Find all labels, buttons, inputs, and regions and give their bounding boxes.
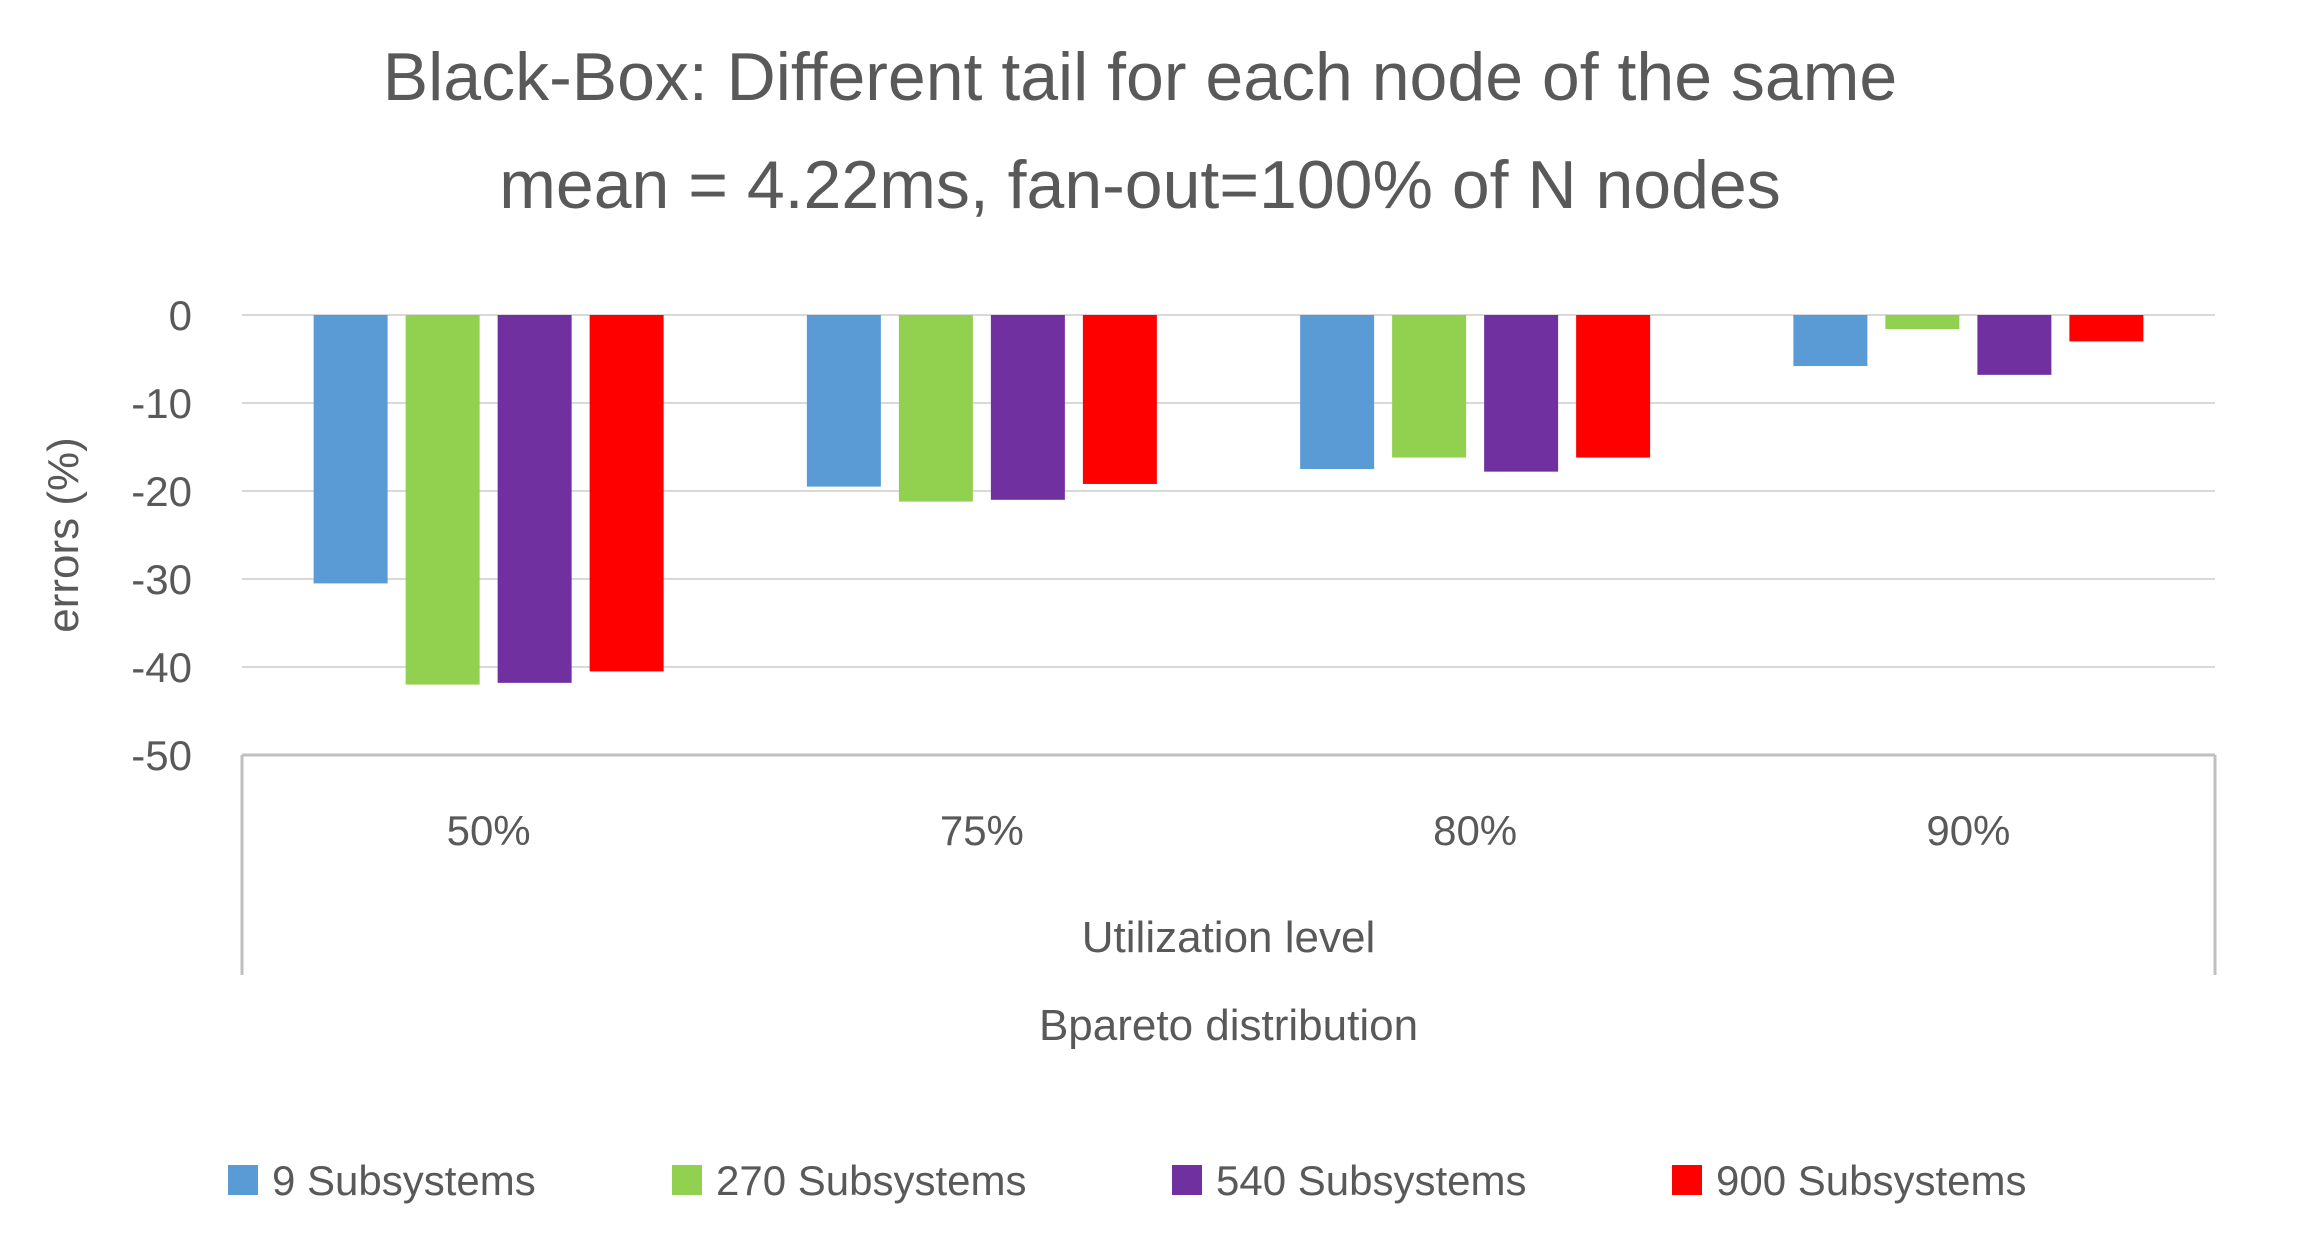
x-category-label: 50%: [447, 807, 531, 854]
y-tick-label: -20: [131, 468, 192, 515]
bars: [313, 315, 2144, 685]
bar-9-subsystems-3: [1793, 315, 1868, 367]
y-tick-label: -40: [131, 644, 192, 691]
bar-9-subsystems-2: [1300, 315, 1375, 469]
bar-270-subsystems-0: [405, 315, 480, 685]
legend-swatch: [672, 1165, 702, 1195]
legend-label: 540 Subsystems: [1216, 1157, 1527, 1204]
legend-label: 270 Subsystems: [716, 1157, 1027, 1204]
title-line-1: Black-Box: Different tail for each node …: [383, 39, 1897, 115]
bar-900-subsystems-2: [1576, 315, 1651, 458]
bar-540-subsystems-0: [497, 315, 572, 683]
legend-swatch: [228, 1165, 258, 1195]
bar-9-subsystems-1: [806, 315, 881, 487]
y-tick-label: 0: [169, 292, 192, 339]
x-category-label: 80%: [1433, 807, 1517, 854]
title-line-2: mean = 4.22ms, fan-out=100% of N nodes: [499, 147, 1780, 223]
legend-label: 900 Subsystems: [1716, 1157, 2027, 1204]
y-tick-label: -10: [131, 380, 192, 427]
x-category-label: 75%: [940, 807, 1024, 854]
chart-title: Black-Box: Different tail for each node …: [383, 39, 1897, 223]
bar-900-subsystems-1: [1082, 315, 1157, 484]
y-tick-label: -50: [131, 732, 192, 779]
bar-270-subsystems-3: [1885, 315, 1960, 330]
y-axis-ticks: 0 -10 -20 -30 -40 -50 errors (%): [39, 292, 192, 779]
legend-swatch: [1172, 1165, 1202, 1195]
legend-swatch: [1672, 1165, 1702, 1195]
bar-9-subsystems-0: [313, 315, 388, 584]
bar-900-subsystems-3: [2069, 315, 2144, 342]
x-category-label: 90%: [1926, 807, 2010, 854]
bar-540-subsystems-3: [1977, 315, 2052, 375]
x-axis: 50% 75% 80% 90% Utilization level Bpareto dis…: [240, 755, 2217, 1050]
x-axis-group-title: Bpareto distribution: [1039, 1001, 1418, 1050]
bar-540-subsystems-2: [1484, 315, 1559, 472]
x-axis-title: Utilization level: [1082, 913, 1375, 962]
bar-900-subsystems-0: [589, 315, 664, 672]
legend: 9 Subsystems 270 Subsystems 540 Subsystems…: [228, 1157, 2027, 1204]
bar-270-subsystems-2: [1392, 315, 1467, 458]
legend-label: 9 Subsystems: [272, 1157, 536, 1204]
y-tick-label: -30: [131, 556, 192, 603]
bar-540-subsystems-1: [990, 315, 1065, 500]
bar-270-subsystems-1: [898, 315, 973, 502]
y-axis-title: errors (%): [39, 437, 88, 633]
